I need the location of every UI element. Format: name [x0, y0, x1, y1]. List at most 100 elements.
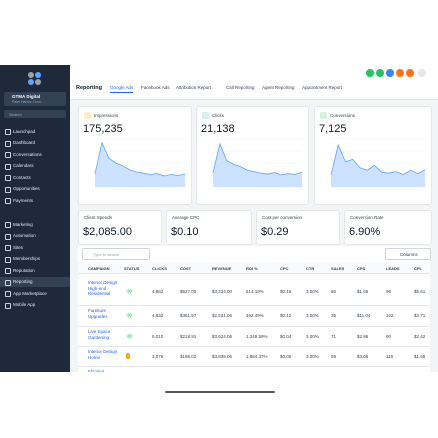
- nav-item[interactable]: Memberships: [0, 254, 70, 264]
- table-search[interactable]: Type to search: [82, 248, 150, 260]
- table-cell: 71: [331, 333, 337, 339]
- nav-label: Sites: [13, 244, 24, 250]
- status-badge: !: [126, 352, 131, 359]
- logo-dot: [28, 79, 34, 85]
- table-cell: 96: [386, 288, 392, 294]
- tab[interactable]: Google Ads: [110, 85, 134, 93]
- tab[interactable]: Call Reporting: [226, 85, 255, 90]
- table-cell: 3.00%: [306, 353, 319, 359]
- table-cell: 4,632: [152, 313, 164, 318]
- header-icon-button[interactable]: [406, 69, 414, 77]
- table-cell: $5.61: [414, 288, 426, 294]
- nav-label: Payments: [13, 197, 34, 203]
- nav-label: App Marketplace: [13, 290, 47, 296]
- tab[interactable]: Facebook Ads: [141, 85, 170, 90]
- nav-item[interactable]: Sites: [0, 242, 70, 252]
- header-icon-button[interactable]: [418, 69, 426, 77]
- account-location: Palm Harbor, Duni...: [12, 100, 44, 104]
- nav-icon: [5, 175, 11, 181]
- header-icon-button[interactable]: [376, 69, 384, 77]
- nav-item[interactable]: Payments: [0, 195, 70, 205]
- table-cell: $2.96: [357, 333, 369, 339]
- button-label: Columns: [400, 252, 418, 257]
- table-cell: $0.12: [280, 313, 292, 318]
- campaign-link[interactable]: Live Space Gardening: [88, 329, 111, 340]
- header-icon-button[interactable]: [396, 69, 404, 77]
- table-cell: $527.00: [180, 288, 197, 294]
- nav-label: Reporting: [13, 279, 33, 284]
- nav-item[interactable]: Launchpad: [0, 126, 70, 136]
- nav-label: Memberships: [13, 256, 41, 261]
- metric-card: Impressions 175,235: [78, 106, 192, 205]
- account-switcher[interactable]: GTMA Digital Palm Harbor, Duni...: [4, 92, 66, 106]
- nav-label: Calendars: [13, 163, 34, 168]
- sidebar: GTMA Digital Palm Harbor, Duni... Search La…: [0, 65, 70, 372]
- nav-item[interactable]: Marketing: [0, 219, 70, 229]
- header-icon-button[interactable]: [366, 69, 374, 77]
- table-cell: 1,884.37%: [246, 353, 268, 359]
- row-divider: [78, 366, 430, 367]
- table-cell: $3,624.06: [212, 333, 233, 339]
- logo-dot: [28, 72, 34, 78]
- column-header: CAMPAIGN: [88, 265, 110, 271]
- area: [95, 142, 185, 187]
- column-header: CLICKS: [152, 265, 167, 271]
- campaign-link[interactable]: Interior Design High-end Residential: [88, 280, 118, 296]
- table-cell: 5,010: [152, 333, 164, 339]
- nav-label: Marketing: [13, 221, 33, 227]
- tab[interactable]: Appointment Report: [302, 85, 343, 90]
- stat-label: Average CPC: [172, 215, 200, 220]
- tab[interactable]: Attribution Report: [176, 85, 212, 90]
- tab[interactable]: Agent Reporting: [262, 85, 295, 90]
- nav-icon: [5, 129, 11, 135]
- column-header: CPC: [280, 265, 289, 271]
- nav-item[interactable]: Reporting: [0, 276, 70, 287]
- nav-icon: [5, 140, 11, 147]
- table-cell: $0.16: [280, 288, 292, 294]
- account-name: GTMA Digital: [12, 94, 41, 99]
- nav-item[interactable]: Dashboard: [0, 138, 70, 148]
- nav-item[interactable]: Opportunities: [0, 184, 70, 194]
- nav-item[interactable]: Reputation: [0, 265, 70, 275]
- table-cell: $3,839.06: [212, 353, 233, 359]
- column-header: CPL: [414, 265, 422, 271]
- table-cell: $1.68: [414, 353, 426, 359]
- metric-value: 175,235: [83, 123, 123, 135]
- stat-card: Average CPC $0.10: [166, 210, 252, 245]
- table-cell: 116: [386, 353, 394, 359]
- area: [213, 143, 302, 187]
- metric-label: Clicks: [212, 113, 224, 118]
- nav-item[interactable]: Calendars: [0, 161, 70, 171]
- logo: [28, 72, 42, 86]
- columns-button[interactable]: Columns: [385, 248, 431, 260]
- nav-label: Conversations: [13, 151, 42, 157]
- nav-item[interactable]: Mobile App: [0, 300, 70, 310]
- table-cell: 102: [386, 313, 394, 318]
- row-divider: [78, 326, 430, 327]
- campaign-link[interactable]: Furniture Upgrades: [88, 308, 108, 319]
- area-chart: [330, 138, 426, 188]
- nav-label: Mobile App: [13, 302, 36, 307]
- nav-icon: [5, 302, 11, 309]
- header-icon-button[interactable]: [386, 69, 394, 77]
- nav-item[interactable]: App Marketplace: [0, 288, 70, 298]
- table-cell: $3.06: [357, 353, 369, 359]
- table-cell: 3.00%: [306, 313, 319, 318]
- table-cell: $0.05: [280, 353, 292, 359]
- sidebar-search[interactable]: Search: [4, 110, 66, 118]
- campaign-link[interactable]: Flooring: [88, 369, 105, 372]
- metric-value: 7,125: [319, 123, 347, 135]
- table-cell: 3.00%: [306, 288, 319, 294]
- line: [94, 141, 186, 177]
- column-header: ROI %: [246, 265, 258, 271]
- app: GTMA Digital Palm Harbor, Duni... Search La…: [0, 65, 438, 372]
- column-header: CPS: [357, 265, 366, 271]
- nav-item[interactable]: Automation: [0, 231, 70, 241]
- nav-item[interactable]: Conversations: [0, 149, 70, 159]
- nav-item[interactable]: Contacts: [0, 172, 70, 182]
- campaign-link[interactable]: Interior Design Home: [88, 349, 118, 360]
- logo-dot: [35, 72, 41, 78]
- table-cell: 3,076: [152, 353, 164, 359]
- nav-icon: [5, 256, 11, 263]
